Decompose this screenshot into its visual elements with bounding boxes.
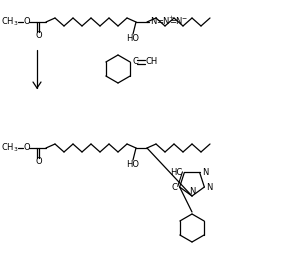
- Text: HO: HO: [126, 160, 139, 169]
- Text: =: =: [157, 18, 164, 26]
- Text: O: O: [23, 18, 29, 26]
- Text: O: O: [23, 143, 29, 153]
- Text: CH: CH: [145, 57, 157, 67]
- Text: HO: HO: [126, 34, 139, 43]
- Text: −: −: [181, 15, 186, 20]
- Text: O: O: [35, 32, 42, 40]
- Text: CH$_3$: CH$_3$: [1, 142, 18, 154]
- Text: N: N: [150, 18, 156, 26]
- Text: C: C: [132, 57, 138, 67]
- Text: N: N: [206, 183, 213, 191]
- Text: N: N: [162, 18, 168, 26]
- Text: +: +: [168, 15, 173, 20]
- Text: C: C: [172, 183, 178, 191]
- Text: N: N: [202, 168, 208, 177]
- Text: O: O: [35, 157, 42, 167]
- Text: CH$_3$: CH$_3$: [1, 16, 18, 28]
- Text: N: N: [175, 18, 181, 26]
- Text: HC: HC: [170, 168, 182, 177]
- Text: N: N: [189, 187, 195, 196]
- Text: =: =: [169, 18, 176, 26]
